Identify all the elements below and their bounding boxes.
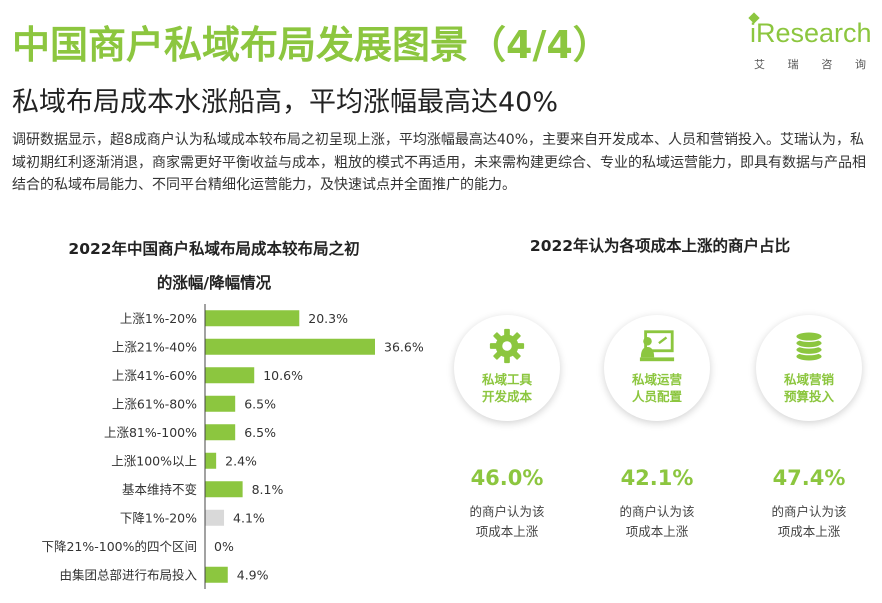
- bar-chart-title-line: 的涨幅/降幅情况: [156, 274, 272, 292]
- logo-cn-char: 瑞: [787, 58, 799, 71]
- cost-card-label-line: 私域工具: [481, 372, 532, 387]
- bar-category-label: 上涨81%-100%: [104, 425, 197, 440]
- bar-category-label: 下降21%-100%的四个区间: [41, 539, 197, 554]
- bar: [205, 452, 217, 469]
- cost-card-label-line: 预算投入: [783, 389, 834, 404]
- cost-note-line: 项成本上涨: [777, 524, 841, 539]
- bar-value-label: 10.6%: [263, 368, 303, 383]
- bar-value-label: 36.6%: [384, 339, 424, 354]
- bar: [205, 424, 236, 441]
- cost-percent: 46.0%: [470, 466, 544, 490]
- cost-note-line: 的商户认为该: [469, 504, 545, 519]
- logo-cn-char: 艾: [754, 58, 765, 71]
- bar-category-label: 上涨21%-40%: [112, 339, 197, 354]
- cost-note: 的商户认为该 项成本上涨: [592, 502, 722, 542]
- cost-card-label-line: 开发成本: [481, 389, 532, 404]
- bar-value-label: 20.3%: [308, 311, 348, 326]
- bar-category-label: 上涨61%-80%: [112, 396, 197, 411]
- bar-value-label: 2.4%: [225, 453, 257, 468]
- logo-cn-char: 询: [854, 58, 866, 71]
- page-title: 中国商户私域布局发展图景（4/4）: [12, 23, 611, 67]
- cost-panel-title: 2022年认为各项成本上涨的商户占比: [529, 237, 791, 255]
- bar-value-label: 6.5%: [244, 396, 276, 411]
- cost-note-line: 项成本上涨: [475, 524, 539, 539]
- cost-card-label: 私域运营 人员配置: [604, 371, 710, 405]
- bar-category-label: 上涨41%-60%: [112, 368, 197, 383]
- bar-value-label: 0%: [214, 539, 234, 554]
- bar: [205, 310, 300, 327]
- cost-note-line: 的商户认为该: [619, 504, 695, 519]
- bar-category-label: 由集团总部进行布局投入: [59, 567, 197, 582]
- cost-card-marketing: 私域营销 预算投入: [756, 315, 862, 421]
- logo-cn-char: 咨: [821, 58, 833, 71]
- bar-value-label: 6.5%: [244, 425, 276, 440]
- bar-category-label: 上涨1%-20%: [120, 311, 197, 326]
- coins-icon: [794, 331, 824, 362]
- bar: [205, 395, 236, 412]
- gear-icon: [489, 328, 525, 364]
- bar: [205, 367, 255, 384]
- cost-note-line: 项成本上涨: [625, 524, 689, 539]
- cost-card-label-line: 私域运营: [631, 372, 682, 387]
- cost-note: 的商户认为该 项成本上涨: [442, 502, 572, 542]
- bar-category-label: 下降1%-20%: [120, 510, 197, 525]
- bar-value-label: 4.9%: [237, 567, 269, 582]
- logo-wordmark: iResearch: [750, 18, 872, 48]
- cost-percent: 47.4%: [772, 466, 846, 490]
- bar: [205, 509, 225, 526]
- cost-card-dev: 私域工具 开发成本: [454, 315, 560, 421]
- bar-value-label: 8.1%: [252, 482, 284, 497]
- bar-chart: 上涨1%-20% 20.3% 上涨21%-40% 36.6% 上涨41%-60% 10.6…: [41, 304, 424, 589]
- page-subtitle: 私域布局成本水涨船高，平均涨幅最高达40%: [12, 87, 559, 118]
- cost-card-label-line: 人员配置: [631, 389, 682, 404]
- bar: [205, 338, 375, 355]
- cost-card-label-line: 私域营销: [783, 372, 834, 387]
- cost-note-line: 的商户认为该: [771, 504, 847, 519]
- cost-percent: 42.1%: [620, 466, 694, 490]
- bar: [205, 481, 243, 498]
- cost-card-staff: 私域运营 人员配置: [604, 315, 710, 421]
- bar-category-label: 上涨100%以上: [111, 453, 197, 468]
- intro-paragraph: 调研数据显示，超8成商户认为私域成本较布局之初呈现上涨，平均涨幅最高达40%，主…: [12, 132, 866, 193]
- bar-chart-title: 2022年中国商户私域布局成本较布局之初 的涨幅/降幅情况: [22, 232, 406, 300]
- bar-category-label: 基本维持不变: [122, 482, 197, 497]
- iresearch-logo: iResearch 艾 瑞 咨 询: [748, 12, 872, 72]
- cost-note: 的商户认为该 项成本上涨: [744, 502, 874, 542]
- cost-card-label: 私域工具 开发成本: [454, 371, 560, 405]
- bar-chart-title-line: 2022年中国商户私域布局成本较布局之初: [68, 240, 360, 258]
- bar-value-label: 4.1%: [233, 510, 265, 525]
- logo-cn-text: 艾 瑞 咨 询: [754, 56, 866, 72]
- bar: [205, 566, 228, 583]
- cost-card-label: 私域营销 预算投入: [756, 371, 862, 405]
- presenter-icon: [639, 330, 675, 362]
